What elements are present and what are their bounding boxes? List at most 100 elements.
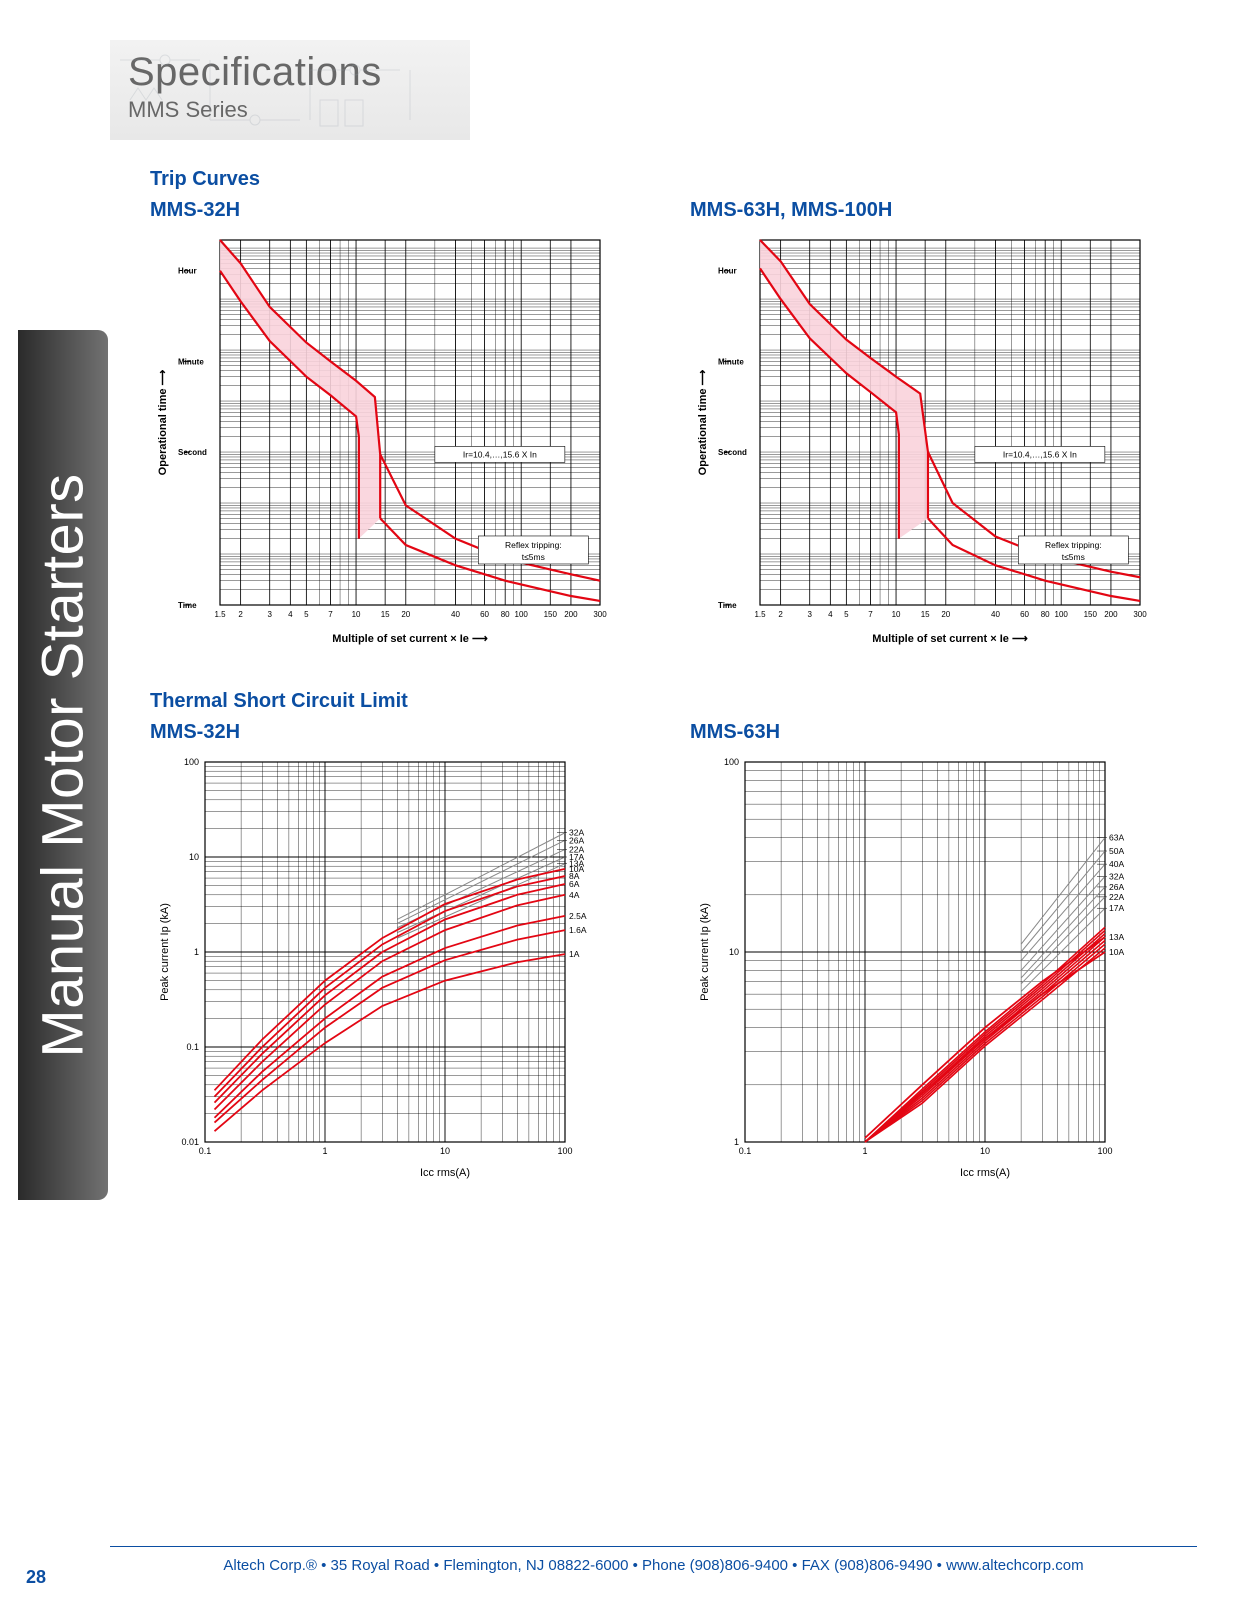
trip-curves-row: MMS-32H 1.5 2 3 4 5 7 10 15 20 40 60 80 100 150 200 300 H… bbox=[150, 199, 1210, 650]
svg-text:22A: 22A bbox=[1109, 892, 1124, 902]
footer-contact: Altech Corp.® • 35 Royal Road • Flemingt… bbox=[110, 1546, 1197, 1574]
svg-text:32A: 32A bbox=[1109, 871, 1124, 881]
svg-text:Second: Second bbox=[178, 448, 207, 457]
svg-text:300: 300 bbox=[593, 610, 607, 619]
svg-text:40: 40 bbox=[451, 610, 460, 619]
svg-text:2: 2 bbox=[778, 610, 783, 619]
svg-text:100: 100 bbox=[557, 1146, 572, 1156]
svg-text:100: 100 bbox=[1055, 610, 1069, 619]
section-thermal: Thermal Short Circuit Limit bbox=[150, 690, 1210, 713]
svg-text:0.1: 0.1 bbox=[739, 1146, 752, 1156]
chart-title: MMS-32H bbox=[150, 721, 630, 744]
svg-text:Minute: Minute bbox=[178, 357, 204, 366]
svg-text:50A: 50A bbox=[1109, 846, 1124, 856]
svg-text:Ir=10.4,…,15.6 X In: Ir=10.4,…,15.6 X In bbox=[463, 449, 537, 459]
svg-text:Second: Second bbox=[718, 448, 747, 457]
svg-text:10: 10 bbox=[440, 1146, 450, 1156]
svg-text:10: 10 bbox=[352, 610, 361, 619]
side-category-label: Manual Motor Starters bbox=[30, 473, 97, 1057]
svg-text:200: 200 bbox=[564, 610, 578, 619]
svg-text:10: 10 bbox=[189, 852, 199, 862]
svg-text:Peak current Ip (kA): Peak current Ip (kA) bbox=[699, 903, 711, 1001]
svg-text:1.5: 1.5 bbox=[214, 610, 226, 619]
svg-text:15: 15 bbox=[381, 610, 390, 619]
chart-title: MMS-63H bbox=[690, 721, 1170, 744]
svg-text:1.5: 1.5 bbox=[754, 610, 766, 619]
svg-text:2.5A: 2.5A bbox=[569, 911, 587, 921]
svg-text:3: 3 bbox=[807, 610, 812, 619]
svg-text:150: 150 bbox=[1084, 610, 1098, 619]
content-area: Trip Curves MMS-32H1.5234571015204060801… bbox=[150, 168, 1210, 1182]
svg-text:t≤5ms: t≤5ms bbox=[1062, 552, 1085, 562]
side-category-tab: Manual Motor Starters bbox=[18, 330, 108, 1200]
svg-text:1: 1 bbox=[194, 947, 199, 957]
svg-text:80: 80 bbox=[1041, 610, 1050, 619]
svg-text:17A: 17A bbox=[1109, 903, 1124, 913]
svg-text:1: 1 bbox=[322, 1146, 327, 1156]
svg-text:40: 40 bbox=[991, 610, 1000, 619]
svg-text:100: 100 bbox=[724, 757, 739, 767]
svg-text:Hour: Hour bbox=[718, 267, 737, 276]
svg-text:t≤5ms: t≤5ms bbox=[522, 552, 545, 562]
svg-text:60: 60 bbox=[480, 610, 489, 619]
svg-text:100: 100 bbox=[515, 610, 529, 619]
svg-text:5: 5 bbox=[844, 610, 849, 619]
svg-text:40A: 40A bbox=[1109, 859, 1124, 869]
page-header: Specifications MMS Series bbox=[110, 40, 470, 140]
svg-text:80: 80 bbox=[501, 610, 510, 619]
page-subtitle: MMS Series bbox=[128, 97, 452, 123]
svg-text:Operational time ⟶: Operational time ⟶ bbox=[157, 369, 169, 475]
svg-text:Peak current Ip (kA): Peak current Ip (kA) bbox=[159, 903, 171, 1001]
svg-text:Minute: Minute bbox=[718, 357, 744, 366]
svg-text:200: 200 bbox=[1104, 610, 1118, 619]
svg-text:3: 3 bbox=[267, 610, 272, 619]
svg-text:Ir=10.4,…,15.6 X In: Ir=10.4,…,15.6 X In bbox=[1003, 449, 1077, 459]
svg-text:6A: 6A bbox=[569, 879, 580, 889]
chart-title: MMS-63H, MMS-100H bbox=[690, 199, 1170, 222]
svg-text:63A: 63A bbox=[1109, 833, 1124, 843]
svg-text:4: 4 bbox=[828, 610, 833, 619]
svg-text:Multiple of set current × Ie: Multiple of set current × Ie ⟶ bbox=[332, 633, 488, 645]
svg-text:Icc rms(A): Icc rms(A) bbox=[960, 1167, 1010, 1179]
svg-text:20: 20 bbox=[941, 610, 950, 619]
svg-text:10: 10 bbox=[892, 610, 901, 619]
svg-text:1A: 1A bbox=[569, 949, 580, 959]
svg-text:4: 4 bbox=[288, 610, 293, 619]
chart-title: MMS-32H bbox=[150, 199, 630, 222]
svg-text:Reflex tripping:: Reflex tripping: bbox=[1045, 540, 1102, 550]
svg-text:10: 10 bbox=[980, 1146, 990, 1156]
svg-text:100: 100 bbox=[184, 757, 199, 767]
svg-text:26A: 26A bbox=[1109, 882, 1124, 892]
svg-text:13A: 13A bbox=[1109, 932, 1124, 942]
svg-text:1: 1 bbox=[862, 1146, 867, 1156]
trip-curve-chart: 1.523457101520406080100150200300HourMinu… bbox=[150, 230, 610, 650]
thermal-limit-chart: 0.111010011010063A50A40A32A26A22A17A13A1… bbox=[690, 752, 1160, 1182]
svg-text:60: 60 bbox=[1020, 610, 1029, 619]
svg-text:10: 10 bbox=[729, 947, 739, 957]
svg-text:150: 150 bbox=[544, 610, 558, 619]
svg-text:Operational time ⟶: Operational time ⟶ bbox=[697, 369, 709, 475]
svg-text:0.1: 0.1 bbox=[199, 1146, 212, 1156]
svg-text:Reflex tripping:: Reflex tripping: bbox=[505, 540, 562, 550]
trip-curve-chart: 1.5 2 3 4 5 7 10 15 20 40 60 80 100 150 200 300 Hour Minu… bbox=[690, 230, 1150, 650]
svg-text:0.01: 0.01 bbox=[181, 1137, 199, 1147]
svg-text:Icc rms(A): Icc rms(A) bbox=[420, 1167, 470, 1179]
svg-text:7: 7 bbox=[868, 610, 873, 619]
thermal-row: MMS-32H0.11101000.010.111010032A26A22A17… bbox=[150, 721, 1210, 1182]
svg-text:4A: 4A bbox=[569, 890, 580, 900]
svg-text:300: 300 bbox=[1133, 610, 1147, 619]
page-title: Specifications bbox=[128, 50, 452, 95]
section-trip-curves: Trip Curves bbox=[150, 168, 1210, 191]
svg-text:1: 1 bbox=[734, 1137, 739, 1147]
svg-text:Multiple of set current × Ie: Multiple of set current × Ie ⟶ bbox=[872, 633, 1028, 645]
svg-text:15: 15 bbox=[921, 610, 930, 619]
svg-text:5: 5 bbox=[304, 610, 309, 619]
svg-text:20: 20 bbox=[401, 610, 410, 619]
svg-text:10A: 10A bbox=[1109, 947, 1124, 957]
svg-text:100: 100 bbox=[1097, 1146, 1112, 1156]
svg-text:Hour: Hour bbox=[178, 267, 197, 276]
svg-text:1.6A: 1.6A bbox=[569, 925, 587, 935]
thermal-limit-chart: 0.11101000.010.111010032A26A22A17A13A10A… bbox=[150, 752, 620, 1182]
svg-text:0.1: 0.1 bbox=[186, 1042, 199, 1052]
page-number: 28 bbox=[26, 1567, 46, 1588]
